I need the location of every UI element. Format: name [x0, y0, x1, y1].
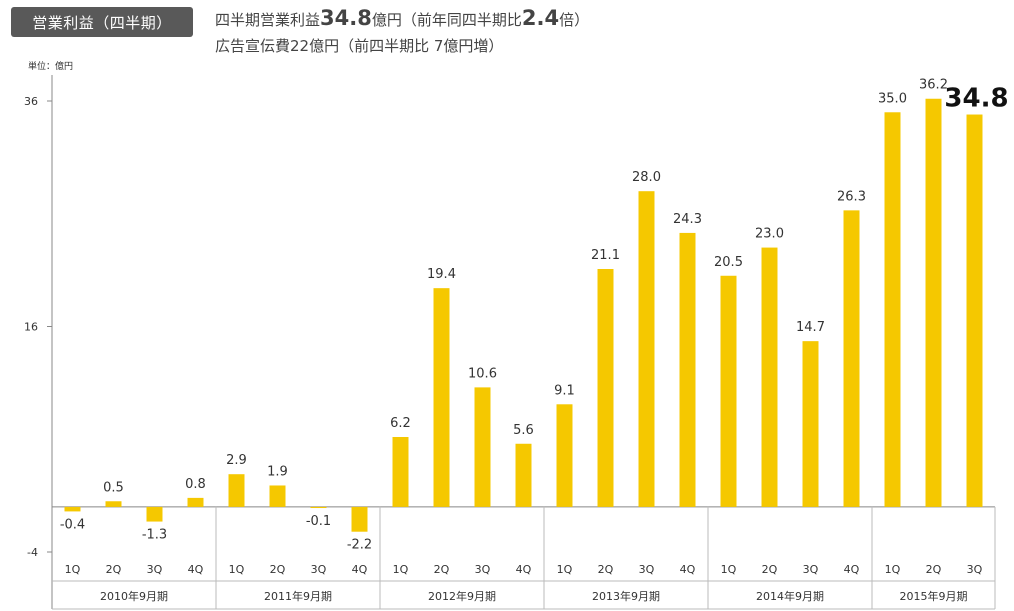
data-label: 34.8 — [944, 84, 1008, 114]
chart-title: 営業利益（四半期） — [32, 13, 172, 32]
group-label: 2015年9月期 — [900, 589, 968, 603]
bar — [146, 506, 163, 522]
headline: 四半期営業利益34.8億円（前年同四半期比2.4倍） — [215, 6, 589, 30]
data-label: 24.3 — [673, 212, 702, 227]
bar — [925, 98, 942, 507]
bar — [351, 506, 368, 532]
data-label: 28.0 — [632, 170, 661, 185]
y-tick-label: -4 — [27, 546, 38, 559]
x-tick-label: 4Q — [188, 563, 204, 576]
x-tick-label: 2Q — [598, 563, 614, 576]
x-tick-label: 1Q — [393, 563, 409, 576]
data-label: 14.7 — [796, 320, 825, 335]
x-tick-label: 3Q — [311, 563, 327, 576]
x-tick-label: 1Q — [229, 563, 245, 576]
bar — [310, 506, 327, 509]
bar — [802, 341, 819, 507]
x-tick-label: 2Q — [106, 563, 122, 576]
headline-text-2: 億円（前年同四半期比 — [371, 11, 522, 29]
x-tick-label: 1Q — [557, 563, 573, 576]
data-label: 20.5 — [714, 255, 743, 270]
bar — [843, 210, 860, 507]
data-label: 2.9 — [226, 453, 247, 468]
x-tick-label: 2Q — [926, 563, 942, 576]
data-label: 0.5 — [103, 480, 124, 495]
data-label: 9.1 — [554, 383, 575, 398]
bar — [187, 497, 204, 507]
x-tick-label: 2Q — [762, 563, 778, 576]
bar — [433, 288, 450, 507]
bar — [884, 112, 901, 507]
data-label: 35.0 — [878, 91, 907, 106]
x-tick-label: 2Q — [270, 563, 286, 576]
data-label: 5.6 — [513, 423, 534, 438]
bar — [638, 191, 655, 507]
x-tick-label: 1Q — [721, 563, 737, 576]
bar — [64, 506, 81, 512]
data-label: 36.2 — [919, 78, 948, 93]
data-label: 1.9 — [267, 464, 288, 479]
x-tick-label: 4Q — [844, 563, 860, 576]
unit-label: 単位：億円 — [28, 60, 73, 72]
group-label: 2011年9月期 — [264, 589, 332, 603]
data-label: 10.6 — [468, 366, 497, 381]
bar — [720, 275, 737, 507]
bar — [556, 404, 573, 507]
group-label: 2013年9月期 — [592, 589, 660, 603]
bar — [679, 232, 696, 507]
y-tick-label: 36 — [24, 95, 38, 108]
data-label: -0.1 — [306, 514, 331, 529]
x-tick-label: 1Q — [65, 563, 81, 576]
bar — [966, 114, 983, 507]
x-tick-label: 4Q — [680, 563, 696, 576]
bar — [228, 474, 245, 507]
group-label: 2014年9月期 — [756, 589, 824, 603]
ad-spend-note: 広告宣伝費22億円（前四半期比 7億円増） — [215, 37, 504, 55]
bar — [597, 268, 614, 507]
bar — [105, 501, 122, 507]
x-tick-label: 4Q — [516, 563, 532, 576]
group-label: 2010年9月期 — [100, 589, 168, 603]
group-label: 2012年9月期 — [428, 589, 496, 603]
x-tick-label: 4Q — [352, 563, 368, 576]
data-label: 23.0 — [755, 227, 784, 242]
bar — [515, 443, 532, 507]
data-label: 26.3 — [837, 189, 866, 204]
headline-profit-value: 34.8 — [320, 6, 372, 30]
bar — [474, 387, 491, 507]
chart-title-badge: 営業利益（四半期） — [11, 7, 193, 37]
data-label: -1.3 — [142, 528, 167, 543]
headline-text-1: 四半期営業利益 — [215, 11, 321, 29]
x-tick-label: 3Q — [967, 563, 983, 576]
data-label: 6.2 — [390, 416, 411, 431]
data-label: 21.1 — [591, 248, 620, 263]
bar — [761, 247, 778, 507]
headline-ratio-value: 2.4 — [521, 6, 560, 30]
x-tick-label: 2Q — [434, 563, 450, 576]
x-tick-label: 3Q — [147, 563, 163, 576]
x-tick-label: 1Q — [885, 563, 901, 576]
bar — [269, 485, 286, 507]
data-label: -0.4 — [60, 517, 85, 532]
bar — [392, 436, 409, 507]
x-tick-label: 3Q — [475, 563, 491, 576]
data-label: -2.2 — [347, 538, 372, 553]
y-tick-label: 16 — [24, 321, 38, 334]
x-tick-label: 3Q — [639, 563, 655, 576]
data-label: 0.8 — [185, 477, 206, 492]
headline-text-3: 倍） — [559, 11, 590, 29]
x-tick-label: 3Q — [803, 563, 819, 576]
data-label: 19.4 — [427, 267, 456, 282]
